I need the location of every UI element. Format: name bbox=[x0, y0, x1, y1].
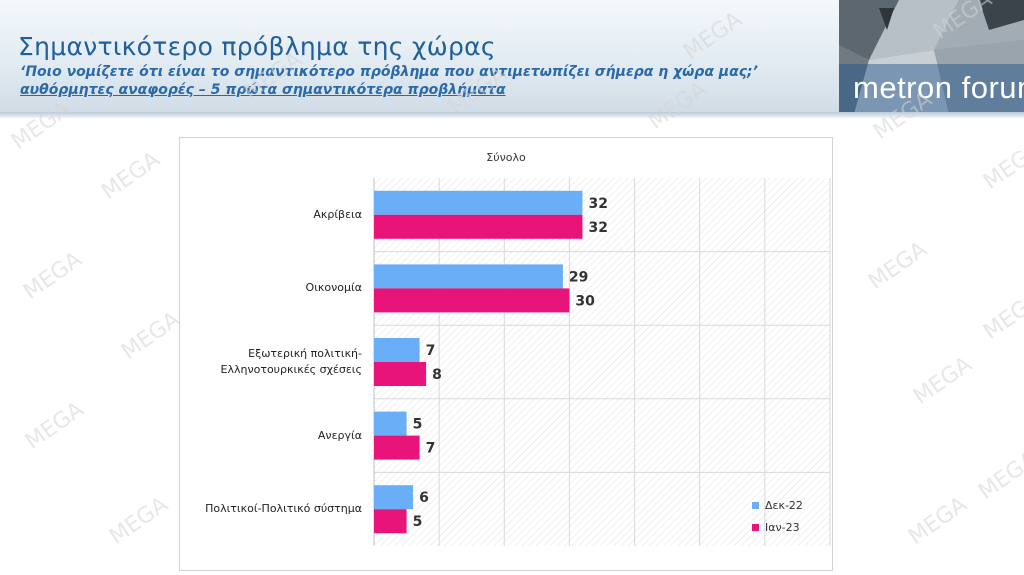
metron-forum-logo: metron forum bbox=[839, 0, 1024, 114]
logo-photo-image bbox=[839, 0, 1024, 114]
category-label-line: Εξωτερική πολιτική- bbox=[248, 347, 362, 360]
plot-area bbox=[374, 178, 830, 546]
data-label: 7 bbox=[426, 343, 436, 359]
bar-jan23 bbox=[374, 435, 420, 460]
data-label: 32 bbox=[588, 220, 607, 236]
category-label: Ακρίβεια bbox=[182, 207, 362, 223]
legend-swatch bbox=[752, 501, 759, 509]
header-divider bbox=[0, 112, 1024, 118]
category-label-line: Οικονομία bbox=[305, 281, 362, 295]
category-label: Ανεργία bbox=[182, 428, 362, 444]
data-label: 6 bbox=[419, 490, 429, 506]
data-label: 8 bbox=[432, 367, 442, 383]
watermark-text: MEGA bbox=[979, 287, 1024, 345]
data-label: 30 bbox=[575, 293, 595, 309]
data-label: 32 bbox=[588, 196, 607, 212]
data-label: 5 bbox=[413, 417, 423, 433]
category-label-line: Πολιτικοί-Πολιτικό σύστημα bbox=[205, 502, 362, 516]
watermark-text: MEGA bbox=[979, 137, 1024, 195]
bar-dec22 bbox=[374, 338, 420, 362]
bar-jan23 bbox=[374, 288, 570, 313]
legend-swatch bbox=[752, 523, 759, 531]
watermark-text: MEGA bbox=[19, 247, 87, 305]
bar-dec22 bbox=[374, 264, 563, 289]
watermark-text: MEGA bbox=[21, 397, 89, 455]
bar-jan23 bbox=[374, 362, 427, 386]
data-label: 7 bbox=[426, 441, 436, 457]
category-label: Πολιτικοί-Πολιτικό σύστημα bbox=[182, 501, 362, 517]
survey-note: αυθόρμητες αναφορές – 5 πρώτα σημαντικότ… bbox=[20, 82, 506, 98]
watermark-text: MEGA bbox=[904, 492, 972, 550]
legend-item-jan23: Ιαν-23 bbox=[752, 516, 803, 538]
chart-legend: Δεκ-22 Ιαν-23 bbox=[752, 494, 803, 538]
legend-item-dec22: Δεκ-22 bbox=[752, 494, 803, 516]
category-label-line: Ανεργία bbox=[317, 428, 362, 442]
category-label: Οικονομία bbox=[182, 280, 362, 296]
bar-dec22 bbox=[374, 190, 583, 215]
chart-title: Σύνολο bbox=[486, 151, 526, 164]
watermark-text: MEGA bbox=[117, 307, 185, 365]
watermark-text: MEGA bbox=[864, 237, 932, 295]
legend-label: Ιαν-23 bbox=[765, 520, 800, 534]
logo-text: metron forum bbox=[853, 70, 1024, 105]
legend-label: Δεκ-22 bbox=[765, 498, 803, 512]
category-label-line: Ακρίβεια bbox=[313, 207, 362, 221]
data-label: 29 bbox=[569, 269, 588, 285]
survey-question: ‘Ποιο νομίζετε ότι είναι το σημαντικότερ… bbox=[20, 64, 758, 80]
category-label-line: Ελληνοτουρκικές σχέσεις bbox=[220, 363, 362, 376]
chart-container: 32 32 29 30 7 8 5 7 6 5 Σύνολο Ακρίβεια Οικονομία Ε… bbox=[179, 137, 833, 571]
watermark-text: MEGA bbox=[105, 492, 173, 550]
watermark-text: MEGA bbox=[909, 352, 977, 410]
watermark-text: MEGA bbox=[97, 147, 165, 205]
data-label: 5 bbox=[413, 514, 423, 530]
watermark-text: MEGA bbox=[974, 447, 1024, 505]
page-title: Σημαντικότερο πρόβλημα της χώρας bbox=[18, 32, 496, 61]
bar-dec22 bbox=[374, 411, 407, 436]
report-header: Σημαντικότερο πρόβλημα της χώρας ‘Ποιο ν… bbox=[0, 0, 1024, 116]
bar-jan23 bbox=[374, 509, 407, 534]
bar-jan23 bbox=[374, 214, 583, 239]
bar-dec22 bbox=[374, 485, 414, 510]
category-label: Εξωτερική πολιτική- Ελληνοτουρκικές σχέσε… bbox=[182, 346, 362, 378]
